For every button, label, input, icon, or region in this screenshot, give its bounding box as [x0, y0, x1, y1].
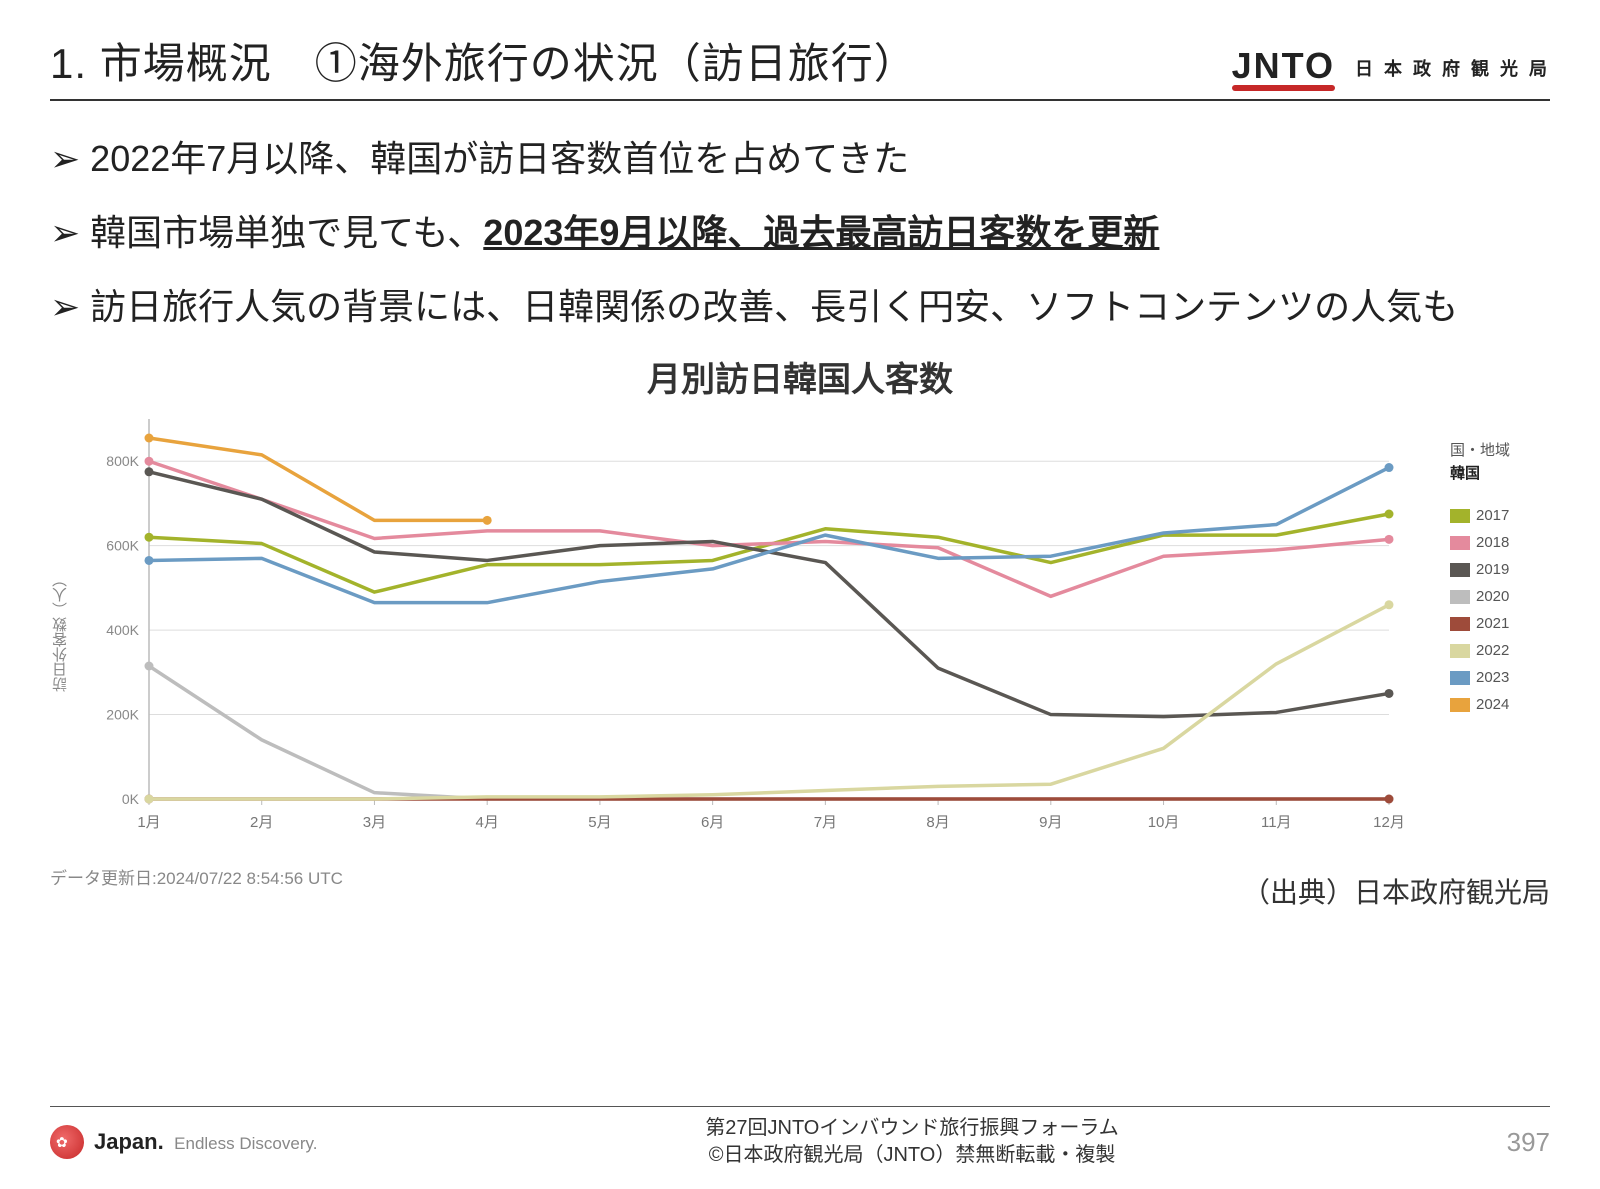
line-chart-svg: 0K 200K 400K 600K 800K 1月 2月 3月 4月 5月 6月 7月 8月 9月 10月 1…: [79, 409, 1409, 849]
svg-text:12月: 12月: [1373, 814, 1405, 831]
bullet-marker-icon: ➢: [50, 279, 80, 335]
legend-item: 2018: [1450, 534, 1550, 551]
bullet-item: ➢ 韓国市場単独で見ても、2023年9月以降、過去最高訪日客数を更新: [50, 205, 1550, 261]
y-axis-label: 訪日外客数（人）: [50, 572, 71, 692]
bullet-marker-icon: ➢: [50, 131, 80, 187]
jnto-logo: JNTO: [1232, 45, 1335, 91]
japan-logo: Japan. Endless Discovery.: [50, 1125, 317, 1159]
svg-text:3月: 3月: [363, 814, 386, 831]
legend-title-1: 国・地域: [1450, 439, 1550, 460]
legend-item: 2020: [1450, 588, 1550, 605]
chart-title: 月別訪日韓国人客数: [50, 352, 1550, 401]
legend-swatch: [1450, 644, 1470, 658]
legend-swatch: [1450, 563, 1470, 577]
chart-container: 訪日外客数（人） 0K 200K 400K 600K 800K 1月 2月 3月 4月 5月 6月 7…: [50, 409, 1550, 854]
svg-text:4月: 4月: [476, 814, 499, 831]
svg-text:800K: 800K: [106, 454, 139, 470]
footer: Japan. Endless Discovery. 第27回JNTOインバウンド…: [50, 1106, 1550, 1169]
legend-label: 2023: [1476, 669, 1509, 686]
chart-plot-area: 0K 200K 400K 600K 800K 1月 2月 3月 4月 5月 6月 7月 8月 9月 10月 1…: [79, 409, 1438, 854]
japan-logo-text: Japan.: [94, 1129, 164, 1154]
legend-item: 2023: [1450, 669, 1550, 686]
legend-label: 2017: [1476, 507, 1509, 524]
footer-center: 第27回JNTOインバウンド旅行振興フォーラム ©日本政府観光局（JNTO）禁無…: [317, 1115, 1506, 1169]
svg-text:0K: 0K: [122, 791, 140, 807]
legend-title-2: 韓国: [1450, 462, 1550, 483]
chart-body: 0K 200K 400K 600K 800K 1月 2月 3月 4月 5月 6月 7月 8月 9月 10月 1…: [79, 409, 1550, 854]
legend-swatch: [1450, 671, 1470, 685]
legend-item: 2017: [1450, 507, 1550, 524]
page-title: 1. 市場概況 ①海外旅行の状況（訪日旅行）: [50, 30, 917, 91]
page-number: 397: [1507, 1127, 1550, 1158]
slide: 1. 市場概況 ①海外旅行の状況（訪日旅行） JNTO 日 本 政 府 観 光 …: [0, 0, 1600, 1189]
svg-text:200K: 200K: [106, 707, 139, 723]
legend-label: 2021: [1476, 615, 1509, 632]
legend-label: 2019: [1476, 561, 1509, 578]
legend-item: 2021: [1450, 615, 1550, 632]
svg-text:8月: 8月: [926, 814, 949, 831]
legend-swatch: [1450, 509, 1470, 523]
japan-logo-subtitle: Endless Discovery.: [174, 1134, 317, 1153]
bullet-marker-icon: ➢: [50, 205, 80, 261]
jnto-logo-text: JNTO: [1232, 45, 1335, 87]
legend-item: 2019: [1450, 561, 1550, 578]
legend-item: 2024: [1450, 696, 1550, 713]
legend-label: 2022: [1476, 642, 1509, 659]
bullet-item: ➢ 2022年7月以降、韓国が訪日客数首位を占めてきた: [50, 131, 1550, 187]
svg-text:2月: 2月: [250, 814, 273, 831]
header: 1. 市場概況 ①海外旅行の状況（訪日旅行） JNTO 日 本 政 府 観 光 …: [50, 30, 1550, 101]
bullet-text: 韓国市場単独で見ても、: [90, 212, 483, 253]
legend-swatch: [1450, 536, 1470, 550]
jnto-logo-subtitle: 日 本 政 府 観 光 局: [1355, 55, 1550, 81]
svg-text:1月: 1月: [137, 814, 160, 831]
svg-text:10月: 10月: [1148, 814, 1180, 831]
svg-text:6月: 6月: [701, 814, 724, 831]
bullet-list: ➢ 2022年7月以降、韓国が訪日客数首位を占めてきた ➢ 韓国市場単独で見ても…: [50, 131, 1550, 334]
japan-logo-icon: [50, 1125, 84, 1159]
bullet-text: 訪日旅行人気の背景には、日韓関係の改善、長引く円安、ソフトコンテンツの人気も: [90, 286, 1458, 327]
svg-text:5月: 5月: [588, 814, 611, 831]
legend-label: 2020: [1476, 588, 1509, 605]
legend-label: 2018: [1476, 534, 1509, 551]
svg-text:7月: 7月: [814, 814, 837, 831]
footer-line-2: ©日本政府観光局（JNTO）禁無断転載・複製: [317, 1142, 1506, 1169]
legend-swatch: [1450, 698, 1470, 712]
bullet-item: ➢ 訪日旅行人気の背景には、日韓関係の改善、長引く円安、ソフトコンテンツの人気も: [50, 279, 1550, 335]
logo-block: JNTO 日 本 政 府 観 光 局: [1232, 45, 1550, 91]
legend-swatch: [1450, 590, 1470, 604]
legend-swatch: [1450, 617, 1470, 631]
legend-item: 2022: [1450, 642, 1550, 659]
svg-text:600K: 600K: [106, 538, 139, 554]
svg-text:400K: 400K: [106, 623, 139, 639]
bullet-bold-text: 2023年9月以降、過去最高訪日客数を更新: [483, 212, 1159, 253]
footer-line-1: 第27回JNTOインバウンド旅行振興フォーラム: [317, 1115, 1506, 1142]
legend-label: 2024: [1476, 696, 1509, 713]
bullet-text: 2022年7月以降、韓国が訪日客数首位を占めてきた: [90, 138, 909, 179]
svg-text:9月: 9月: [1039, 814, 1062, 831]
chart-legend: 国・地域 韓国 2017 2018 2019 2020 2021 2022 2023 2024: [1450, 409, 1550, 723]
svg-text:11月: 11月: [1261, 814, 1292, 831]
